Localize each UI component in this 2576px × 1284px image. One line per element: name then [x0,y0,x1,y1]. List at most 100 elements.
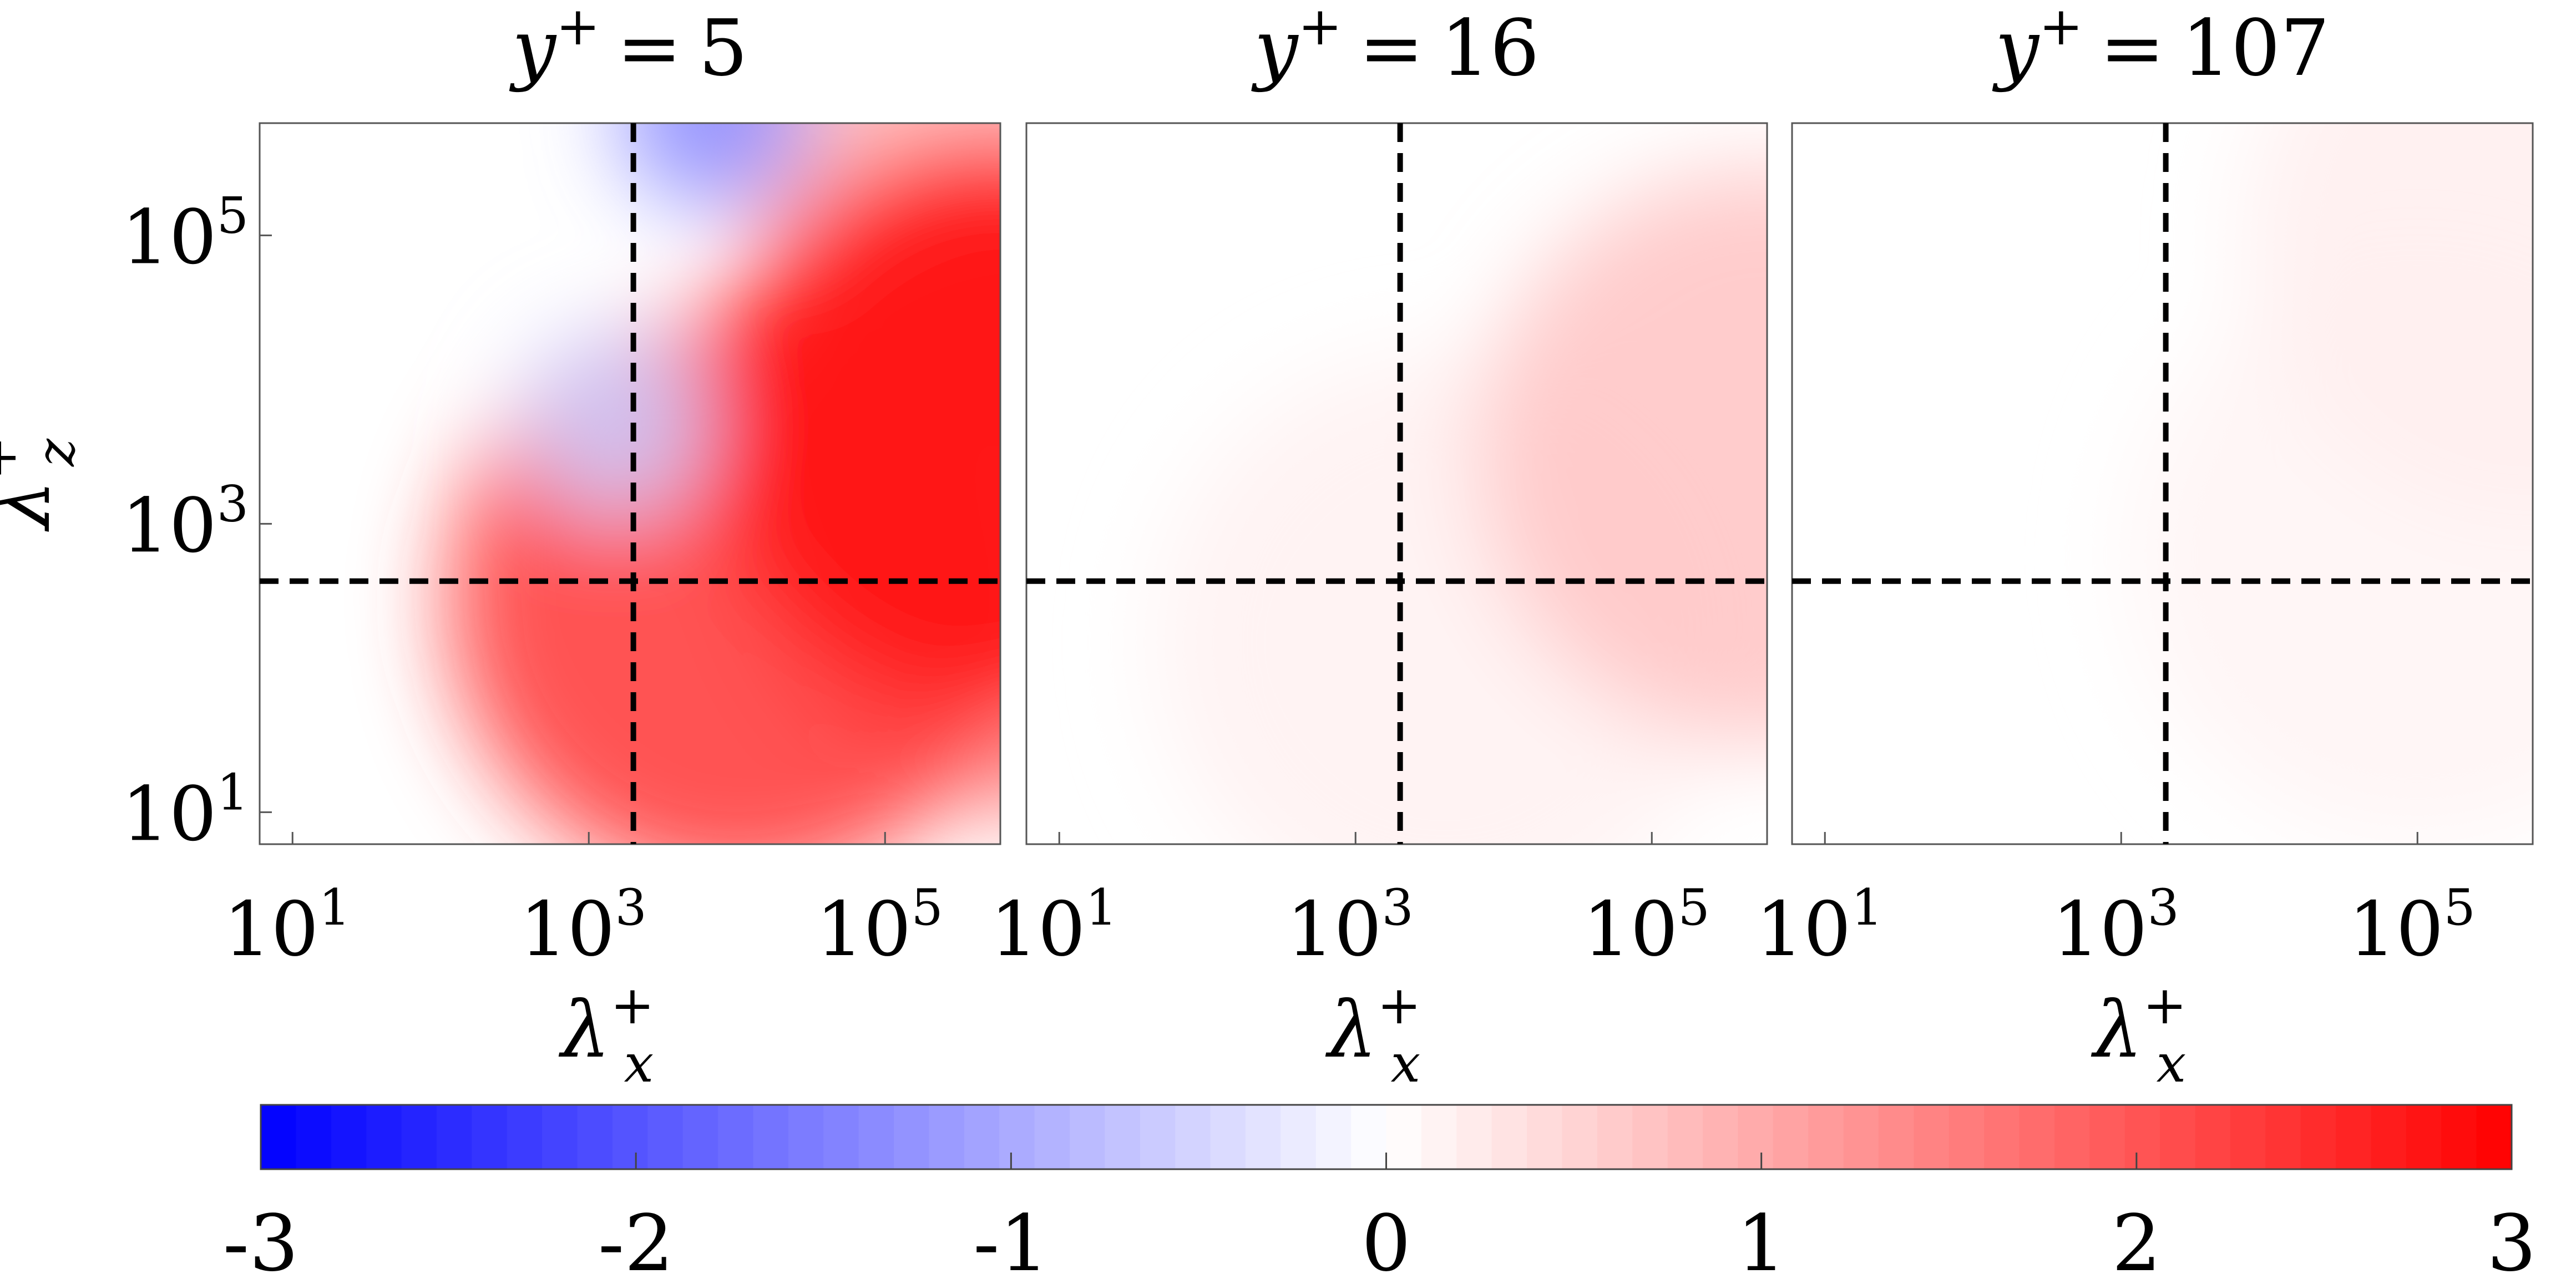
panels: y+=5 101 103 105 101 103 105 λ+x λ+z y+=16 101 103 1… [0,0,2534,1094]
colorbar-segment [542,1105,578,1169]
colorbar-segment [1738,1105,1774,1169]
colorbar-segment [1703,1105,1739,1169]
colorbar-segment [1984,1105,2020,1169]
colorbar-segment [2265,1105,2301,1169]
colorbar-segment [894,1105,930,1169]
colorbar-segment [577,1105,613,1169]
x-tick-label: 103 [2052,879,2179,973]
panel-2: y+ = 16 101 103 105 λ+ x [990,0,1768,1094]
colorbar-segment [331,1105,367,1169]
colorbar-segment [1773,1105,1809,1169]
colorbar-gradient [261,1105,2512,1169]
colorbar-segment [1281,1105,1317,1169]
colorbar-segment [1456,1105,1492,1169]
colorbar-segment [858,1105,895,1169]
colorbar-segment [472,1105,508,1169]
field [1156,166,1767,844]
colorbar-segment [1245,1105,1282,1169]
colorbar-segment [1527,1105,1563,1169]
colorbar-tick-label: 1 [1737,1199,1786,1284]
colorbar-segment [261,1105,297,1169]
axes-frame [1025,122,1768,845]
panel-title: y+ = 107 [1992,0,2330,94]
colorbar-segment [929,1105,965,1169]
colorbar-segment [401,1105,437,1169]
y-tick-label: 103 [122,475,249,569]
colorbar-segment [999,1105,1035,1169]
field-point-5 [520,328,710,517]
colorbar-tick-label: 3 [2487,1199,2536,1284]
colorbar-segment [2441,1105,2477,1169]
panel-1: y+=5 101 103 105 101 103 105 λ+x λ+z [0,0,1001,1094]
colorbar-segment [1491,1105,1528,1169]
colorbar-tick-label: 2 [2112,1199,2161,1284]
colorbar-segment [1069,1105,1106,1169]
x-tick-label: 101 [1756,879,1883,973]
colorbar-segment [1105,1105,1141,1169]
field [2129,123,2533,844]
x-tick-label: 101 [990,879,1117,973]
field-point-6 [620,123,808,208]
x-tick-label: 105 [816,879,943,973]
axes-frame [1791,122,2534,845]
colorbar-segment [1667,1105,1704,1169]
colorbar-segment [1878,1105,1915,1169]
x-tick-label: 103 [1287,879,1414,973]
colorbar-segment [2089,1105,2125,1169]
colorbar-segment [2476,1105,2512,1169]
colorbar-segment [1843,1105,1879,1169]
colorbar-segment [1140,1105,1176,1169]
x-tick-label: 105 [2349,879,2476,973]
colorbar-segment [788,1105,824,1169]
colorbar-segment [2300,1105,2337,1169]
colorbar-segment [2019,1105,2055,1169]
colorbar-segment [612,1105,649,1169]
colorbar-segment [2371,1105,2407,1169]
colorbar-segment [1315,1105,1352,1169]
colorbar-segment [718,1105,754,1169]
colorbar-segment [1562,1105,1598,1169]
panel-title: y+ = 16 [1251,0,1539,94]
colorbar-segment [753,1105,789,1169]
y-tick-label: 101 [122,763,249,857]
colorbar-segment [2054,1105,2091,1169]
field-point-2 [2244,123,2533,524]
colorbar-segment [1210,1105,1246,1169]
field-point-4 [712,134,1000,712]
colorbar-segment [964,1105,1000,1169]
colorbar-segment [2124,1105,2161,1169]
colorbar-segment [507,1105,543,1169]
panel-title: y+ = 5 [509,0,748,94]
x-tick-label: 103 [520,879,647,973]
colorbar-segment [1949,1105,1985,1169]
colorbar-tick-label: -2 [598,1199,674,1284]
colorbar-segment [1421,1105,1457,1169]
colorbar-segment [366,1105,402,1169]
colorbar-segment [2406,1105,2442,1169]
colorbar-segment [1034,1105,1070,1169]
x-tick-label: 101 [224,879,351,973]
field [448,123,1000,844]
y-tick-label: 105 [122,186,249,281]
colorbar-segment [823,1105,859,1169]
colorbar-tick-label: 0 [1362,1199,1411,1284]
field-point-2 [1479,166,1767,744]
colorbar-segment [436,1105,473,1169]
colorbar-segment [296,1105,332,1169]
y-axis-label: λ+z [0,436,87,532]
colorbar-segment [2160,1105,2196,1169]
colorbar-segment [1632,1105,1668,1169]
colorbar-segment [682,1105,719,1169]
colorbar-tick-label: -1 [973,1199,1049,1284]
axes-frame [259,122,1001,845]
colorbar-segment [1175,1105,1211,1169]
x-axis-label: λ+ x [558,975,654,1094]
colorbar: -3 -2 -1 0 1 2 3 [223,1104,2537,1284]
x-axis-label: λ+ x [1325,975,1421,1094]
colorbar-tick-label: -3 [223,1199,298,1284]
colorbar-segment [1351,1105,1387,1169]
panel-3: y+ = 107 101 103 105 λ+ x [1756,0,2534,1094]
x-axis-label: λ+ x [2091,975,2187,1094]
x-tick-label: 105 [1583,879,1710,973]
